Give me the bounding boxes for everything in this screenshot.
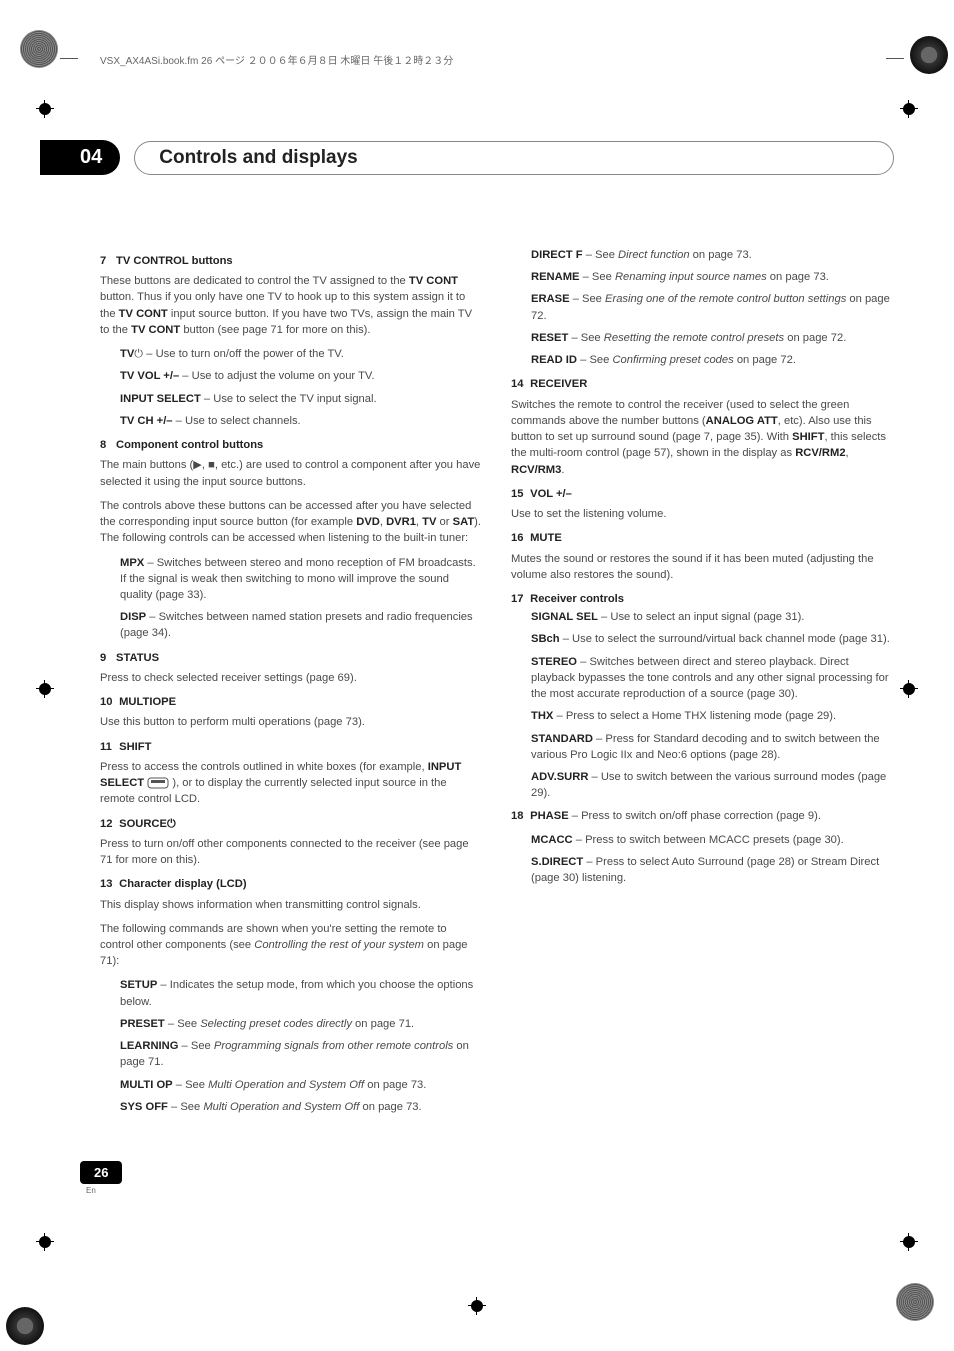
section-8-p1: The main buttons (▶, ■, etc.) are used t… [100, 457, 483, 489]
section-8-sub1: MPX – Switches between stereo and mono r… [120, 555, 483, 604]
chapter-title: Controls and displays [159, 147, 357, 168]
print-corner-br [896, 1283, 934, 1321]
chapter-title-wrap: Controls and displays [134, 141, 894, 175]
section-12-head: 12 SOURCE⏻ [100, 816, 483, 832]
section-15-p1: Use to set the listening volume. [511, 506, 894, 522]
remote-icon [147, 777, 169, 789]
section-13-p2: The following commands are shown when yo… [100, 921, 483, 970]
page-number: 26 [80, 1161, 122, 1184]
section-13-sub5: SYS OFF – See Multi Operation and System… [120, 1099, 483, 1115]
section-11-p1: Press to access the controls outlined in… [100, 759, 483, 808]
register-mark [468, 1297, 486, 1315]
section-7-head: 7TV CONTROL buttons [100, 253, 483, 269]
section-14-head: 14 RECEIVER [511, 376, 894, 392]
column-left: 7TV CONTROL buttons These buttons are de… [100, 245, 483, 1121]
section-16-head: 16 MUTE [511, 530, 894, 546]
section-13c-sub2: RENAME – See Renaming input source names… [531, 269, 894, 285]
section-13-sub2: PRESET – See Selecting preset codes dire… [120, 1016, 483, 1032]
chapter-header: 04 Controls and displays [100, 140, 894, 175]
section-10-head: 10 MULTIOPE [100, 694, 483, 710]
section-7-sub2: TV VOL +/– – Use to adjust the volume on… [120, 368, 483, 384]
section-11-head: 11 SHIFT [100, 739, 483, 755]
section-17-head: 17 Receiver controls [511, 591, 894, 607]
print-header: VSX_AX4ASi.book.fm 26 ページ ２００６年６月８日 木曜日 … [100, 52, 453, 67]
section-9-p1: Press to check selected receiver setting… [100, 670, 483, 686]
section-17-sub1: SIGNAL SEL – Use to select an input sign… [531, 609, 894, 625]
section-13-sub3: LEARNING – See Programming signals from … [120, 1038, 483, 1070]
page-footer: 26 En [80, 1161, 894, 1195]
section-12-p1: Press to turn on/off other components co… [100, 836, 483, 868]
section-16-p1: Mutes the sound or restores the sound if… [511, 551, 894, 583]
section-7-body: These buttons are dedicated to control t… [100, 273, 483, 338]
section-7-sub1: TV⏻ – Use to turn on/off the power of th… [120, 346, 483, 362]
column-right: DIRECT F – See Direct function on page 7… [511, 245, 894, 1121]
section-13-head: 13 Character display (LCD) [100, 876, 483, 892]
section-15-head: 15 VOL +/– [511, 486, 894, 502]
section-18-sub2: S.DIRECT – Press to select Auto Surround… [531, 854, 894, 886]
register-mark [900, 1233, 918, 1251]
section-14-p1: Switches the remote to control the recei… [511, 397, 894, 478]
register-mark [36, 1233, 54, 1251]
print-corner-bl [6, 1307, 44, 1345]
section-17-sub6: ADV.SURR – Use to switch between the var… [531, 769, 894, 801]
page-content: VSX_AX4ASi.book.fm 26 ページ ２００６年６月８日 木曜日 … [0, 0, 954, 1235]
section-13c-sub3: ERASE – See Erasing one of the remote co… [531, 291, 894, 323]
section-13-sub1: SETUP – Indicates the setup mode, from w… [120, 977, 483, 1009]
section-13c-sub1: DIRECT F – See Direct function on page 7… [531, 247, 894, 263]
content-columns: 7TV CONTROL buttons These buttons are de… [100, 245, 894, 1121]
section-13-sub4: MULTI OP – See Multi Operation and Syste… [120, 1077, 483, 1093]
section-17-sub2: SBch – Use to select the surround/virtua… [531, 631, 894, 647]
section-13-p1: This display shows information when tran… [100, 897, 483, 913]
section-7-sub4: TV CH +/– – Use to select channels. [120, 413, 483, 429]
section-18-head: 18 PHASE – Press to switch on/off phase … [511, 808, 894, 824]
section-8-p2: The controls above these buttons can be … [100, 498, 483, 547]
page-lang: En [86, 1186, 894, 1195]
chapter-number: 04 [40, 140, 120, 175]
section-17-sub4: THX – Press to select a Home THX listeni… [531, 708, 894, 724]
section-17-sub3: STEREO – Switches between direct and ste… [531, 654, 894, 703]
section-18-sub1: MCACC – Press to switch between MCACC pr… [531, 832, 894, 848]
section-9-head: 9STATUS [100, 650, 483, 666]
section-7-sub3: INPUT SELECT – Use to select the TV inpu… [120, 391, 483, 407]
section-8-sub2: DISP – Switches between named station pr… [120, 609, 483, 641]
section-10-p1: Use this button to perform multi operati… [100, 714, 483, 730]
section-13c-sub4: RESET – See Resetting the remote control… [531, 330, 894, 346]
section-13c-sub5: READ ID – See Confirming preset codes on… [531, 352, 894, 368]
section-17-sub5: STANDARD – Press for Standard decoding a… [531, 731, 894, 763]
section-8-head: 8Component control buttons [100, 437, 483, 453]
